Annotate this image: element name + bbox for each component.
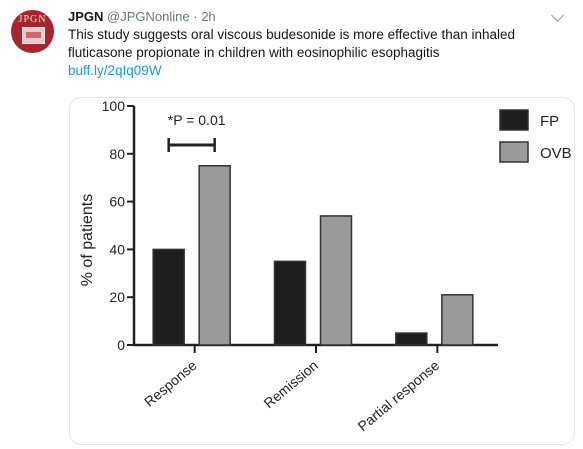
bar-fp-response bbox=[152, 248, 185, 346]
y-tick-label: 40 bbox=[109, 241, 125, 257]
avatar-logo-text: JPGN bbox=[18, 14, 47, 25]
bar-ovb-response bbox=[198, 165, 231, 346]
chevron-down-icon[interactable] bbox=[551, 9, 564, 22]
avatar-journal-cover-image bbox=[22, 27, 45, 44]
y-tick-label: 80 bbox=[109, 146, 125, 162]
x-tick-label: Partial response bbox=[354, 357, 442, 434]
legend-swatch-fp bbox=[499, 109, 529, 131]
avatar[interactable]: JPGN bbox=[11, 10, 54, 53]
y-tick-label: 60 bbox=[109, 194, 125, 210]
author-handle[interactable]: @JPGNonline bbox=[107, 9, 190, 24]
author-name[interactable]: JPGN bbox=[68, 9, 104, 24]
bar-chart: % of patients *P = 0.01 0 20 40 60 80 100 Resp… bbox=[79, 98, 572, 434]
tweet-text: This study suggests oral viscous budeson… bbox=[68, 27, 516, 60]
x-tick-label: Remission bbox=[261, 357, 321, 411]
bar-fp-partial-response bbox=[395, 332, 428, 346]
y-axis-title: % of patients bbox=[79, 194, 96, 287]
bar-fp-remission bbox=[273, 260, 307, 346]
bar-ovb-remission bbox=[319, 215, 353, 346]
significance-annotation: *P = 0.01 bbox=[168, 112, 226, 128]
tweet-link[interactable]: buff.ly/2qIq09W bbox=[68, 63, 162, 78]
y-tick-label: 100 bbox=[102, 98, 126, 114]
legend-label-fp: FP bbox=[540, 113, 559, 130]
legend-swatch-ovb bbox=[499, 141, 529, 163]
media-card[interactable]: % of patients *P = 0.01 0 20 40 60 80 100 Resp… bbox=[69, 97, 575, 445]
bar-ovb-partial-response bbox=[441, 294, 474, 346]
separator-dot: · bbox=[193, 9, 198, 24]
tweet-timestamp[interactable]: 2h bbox=[201, 9, 216, 24]
x-tick-label: Response bbox=[141, 357, 200, 410]
tweet-header: JPGN @JPGNonline · 2h bbox=[68, 8, 216, 25]
legend-label-ovb: OVB bbox=[540, 145, 572, 162]
y-tick-label: 20 bbox=[109, 289, 125, 305]
y-tick-label: 0 bbox=[117, 337, 125, 353]
